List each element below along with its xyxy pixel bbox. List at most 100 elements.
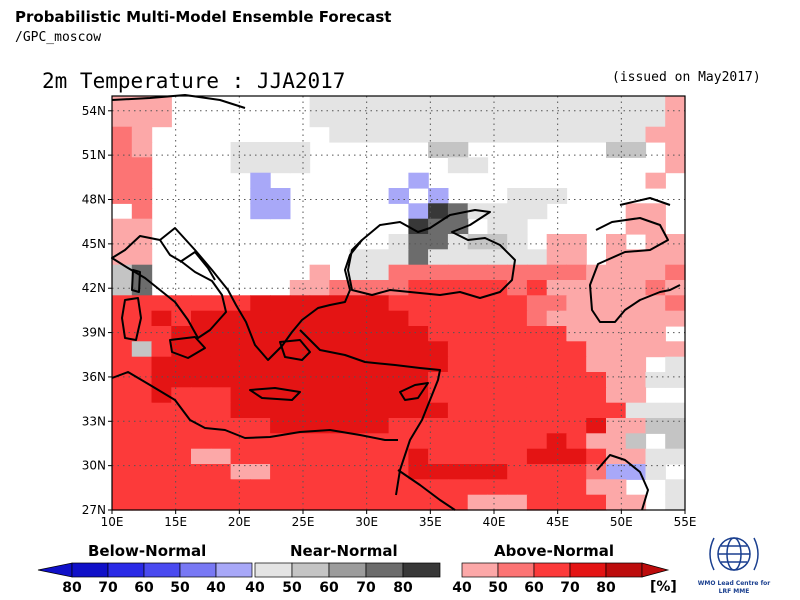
legend-below-swatch xyxy=(143,562,181,578)
probability-cell xyxy=(665,356,686,373)
probability-cell xyxy=(566,356,587,373)
probability-cell xyxy=(665,402,686,419)
probability-cell xyxy=(507,356,528,373)
probability-cell xyxy=(131,387,153,404)
probability-cell xyxy=(309,280,330,296)
probability-cell xyxy=(112,126,133,143)
probability-cell xyxy=(388,326,409,342)
probability-cell xyxy=(665,234,686,250)
probability-cell xyxy=(665,96,686,112)
legend-below-swatch xyxy=(71,562,109,578)
probability-cell xyxy=(447,387,469,404)
probability-cell xyxy=(250,433,271,450)
probability-cell xyxy=(408,433,429,450)
probability-cell xyxy=(388,96,409,112)
probability-cell xyxy=(408,249,429,266)
probability-cell xyxy=(171,310,192,327)
legend-above-title: Above-Normal xyxy=(494,542,614,560)
probability-cell xyxy=(606,418,627,434)
legend-near-swatch xyxy=(254,562,293,578)
probability-cell xyxy=(625,387,647,404)
probability-cell xyxy=(606,402,627,419)
probability-cell xyxy=(408,172,429,189)
probability-cell xyxy=(368,96,390,112)
probability-cell xyxy=(210,387,232,404)
coastline-persian-gulf xyxy=(596,454,649,511)
probability-cell xyxy=(526,341,548,358)
probability-cell xyxy=(349,479,370,496)
probability-cell xyxy=(467,433,489,450)
probability-cell xyxy=(408,295,429,312)
probability-cell xyxy=(309,264,330,281)
probability-cell xyxy=(586,433,607,450)
probability-cell xyxy=(645,448,666,465)
probability-cell xyxy=(349,126,370,143)
legend-above-label: 50 xyxy=(488,580,508,596)
probability-cell xyxy=(526,295,548,312)
probability-cell xyxy=(487,310,508,327)
probability-cell xyxy=(467,372,489,388)
probability-cell xyxy=(566,234,587,250)
legend-above-label: 80 xyxy=(596,580,616,596)
probability-cell xyxy=(131,126,153,143)
probability-cell xyxy=(408,479,429,496)
probability-cell xyxy=(230,418,251,434)
probability-cell xyxy=(112,264,133,281)
legend-near-swatch xyxy=(328,562,367,578)
probability-cell xyxy=(487,203,508,220)
probability-cell xyxy=(289,157,311,174)
probability-cell xyxy=(210,356,232,373)
probability-cell xyxy=(131,356,153,373)
probability-cell xyxy=(606,295,627,312)
probability-cell xyxy=(606,96,627,112)
probability-cell xyxy=(428,234,449,250)
probability-cell xyxy=(467,341,489,358)
probability-cell xyxy=(645,126,666,143)
coastline-crete xyxy=(249,387,301,401)
probability-cell xyxy=(131,418,153,434)
probability-cell xyxy=(250,310,271,327)
probability-cell xyxy=(586,372,607,388)
legend-near-label: 60 xyxy=(319,580,339,596)
probability-cell xyxy=(447,479,469,496)
probability-cell xyxy=(289,387,311,404)
probability-cell xyxy=(230,295,251,312)
probability-cell xyxy=(586,96,607,112)
probability-cell xyxy=(112,494,133,511)
probability-cell xyxy=(606,387,627,404)
probability-cell xyxy=(507,249,528,266)
probability-cell xyxy=(526,402,548,419)
probability-cell xyxy=(131,310,153,327)
probability-cell xyxy=(309,96,330,112)
probability-cell xyxy=(210,494,232,511)
probability-cell xyxy=(171,402,192,419)
probability-cell xyxy=(606,126,627,143)
probability-cell xyxy=(586,126,607,143)
probability-cell xyxy=(447,234,469,250)
probability-cell xyxy=(487,264,508,281)
probability-cell xyxy=(329,433,350,450)
probability-cell xyxy=(191,310,212,327)
probability-cell xyxy=(191,479,212,496)
probability-cell xyxy=(131,479,153,496)
probability-cell xyxy=(428,295,449,312)
probability-cell xyxy=(625,494,647,511)
probability-cell xyxy=(447,372,469,388)
probability-cell xyxy=(250,341,271,358)
probability-cell xyxy=(487,96,508,112)
probability-cell xyxy=(368,249,390,266)
probability-cell xyxy=(388,479,409,496)
probability-cell xyxy=(349,96,370,112)
probability-cell xyxy=(388,188,409,204)
probability-cell xyxy=(191,326,212,342)
probability-cell xyxy=(566,264,587,281)
probability-cell xyxy=(428,433,449,450)
probability-cell xyxy=(665,126,686,143)
probability-cell xyxy=(388,249,409,266)
probability-cell xyxy=(566,387,587,404)
probability-cell xyxy=(230,356,251,373)
probability-cell xyxy=(210,295,232,312)
lat-tick-label: 33N xyxy=(82,414,106,428)
probability-cell xyxy=(250,157,271,174)
